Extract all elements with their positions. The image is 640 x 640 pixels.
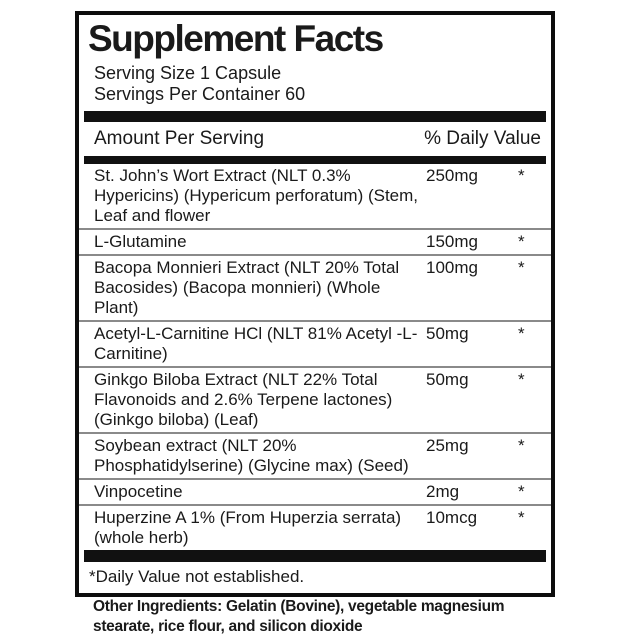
ingredient-daily-value: * [518, 370, 525, 389]
ingredient-name: Bacopa Monnieri Extract (NLT 20% Total B… [94, 258, 400, 317]
ingredient-daily-value: * [518, 258, 525, 277]
divider-bar-header [84, 156, 546, 164]
ingredient-amount: 2mg [426, 482, 460, 501]
ingredient-daily-value: * [518, 324, 525, 343]
column-header-daily-value: % Daily Value [424, 128, 541, 149]
ingredient-amount: 10mcg [426, 508, 478, 527]
row-separator [79, 254, 551, 256]
servings-per-container: Servings Per Container 60 [94, 84, 306, 104]
other-ingredients: Other Ingredients: Gelatin (Bovine), veg… [93, 598, 505, 635]
ingredient-amount: 50mg [426, 370, 469, 389]
ingredient-name: Ginkgo Biloba Extract (NLT 22% Total Fla… [94, 370, 393, 429]
ingredient-amount: 250mg [426, 166, 478, 185]
panel-title: Supplement Facts [88, 18, 384, 59]
column-header-row: Amount Per Serving % Daily Value [79, 122, 551, 156]
table-row: St. John’s Wort Extract (NLT 0.3% Hyperi… [79, 164, 551, 228]
table-row: Acetyl-L-Carnitine HCl (NLT 81% Acetyl -… [79, 322, 551, 366]
ingredient-name: Vinpocetine [94, 482, 183, 501]
divider-bar-top [84, 111, 546, 122]
ingredient-amount: 100mg [426, 258, 478, 277]
row-separator [79, 320, 551, 322]
ingredient-amount: 50mg [426, 324, 469, 343]
table-row: Vinpocetine 2mg * [79, 480, 551, 504]
row-separator [79, 228, 551, 230]
serving-info: Serving Size 1 Capsule Servings Per Cont… [79, 61, 551, 111]
table-row: L-Glutamine 150mg * [79, 230, 551, 254]
ingredient-amount: 25mg [426, 436, 469, 455]
ingredient-daily-value: * [518, 436, 525, 455]
ingredient-daily-value: * [518, 508, 525, 527]
ingredient-name: Soybean extract (NLT 20% Phosphatidylser… [94, 436, 409, 475]
ingredient-name: St. John’s Wort Extract (NLT 0.3% Hyperi… [94, 166, 419, 225]
ingredient-table: St. John’s Wort Extract (NLT 0.3% Hyperi… [79, 164, 551, 550]
column-header-amount: Amount Per Serving [94, 128, 265, 149]
row-separator [79, 432, 551, 434]
ingredient-daily-value: * [518, 232, 525, 251]
ingredient-daily-value: * [518, 482, 525, 501]
table-row: Ginkgo Biloba Extract (NLT 22% Total Fla… [79, 368, 551, 432]
ingredient-name: L-Glutamine [94, 232, 187, 251]
table-row: Soybean extract (NLT 20% Phosphatidylser… [79, 434, 551, 478]
divider-bar-bottom [84, 550, 546, 562]
table-row: Huperzine A 1% (From Huperzia serrata) (… [79, 506, 551, 550]
table-row: Bacopa Monnieri Extract (NLT 20% Total B… [79, 256, 551, 320]
row-separator [79, 478, 551, 480]
ingredient-name: Huperzine A 1% (From Huperzia serrata) (… [94, 508, 402, 547]
ingredient-name: Acetyl-L-Carnitine HCl (NLT 81% Acetyl -… [94, 324, 418, 363]
ingredient-daily-value: * [518, 166, 525, 185]
supplement-facts-panel: Supplement Facts Serving Size 1 Capsule … [75, 11, 555, 597]
row-separator [79, 366, 551, 368]
row-separator [79, 504, 551, 506]
serving-size: Serving Size 1 Capsule [94, 63, 282, 83]
ingredient-amount: 150mg [426, 232, 478, 251]
daily-value-footnote: *Daily Value not established. [89, 567, 305, 586]
